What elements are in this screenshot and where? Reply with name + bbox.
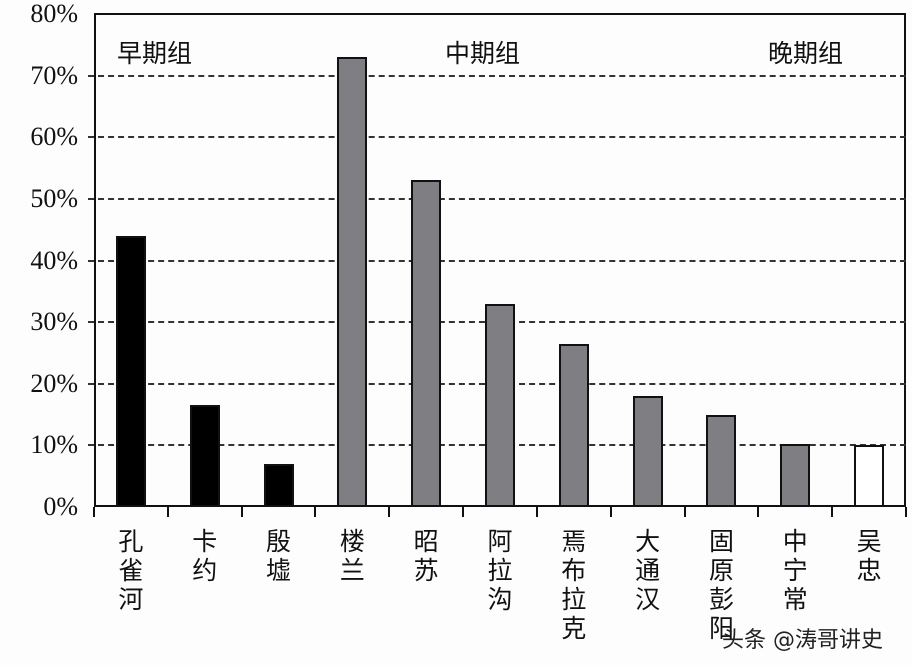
group-label-early: 早期组 [117,39,193,68]
y-tick-label: 30% [30,307,78,337]
x-tick-mark [388,507,391,517]
x-tick-label: 吴忠 [856,527,882,585]
y-tick-label: 20% [30,368,78,398]
x-tick-label: 焉布拉克 [561,527,587,643]
x-tick-mark [462,507,465,517]
x-tick-mark [683,507,686,517]
x-tick-mark [905,507,907,517]
gridline [88,197,906,200]
x-tick-mark [240,507,243,517]
y-tick-label: 0% [43,492,78,521]
bar [558,343,589,507]
bar [411,180,442,507]
gridline [88,74,906,77]
x-tick-mark [831,507,834,517]
group-label-late: 晚期组 [768,39,844,68]
x-tick-label: 楼兰 [339,527,365,585]
x-tick-mark [166,507,169,517]
y-tick-label: 40% [30,245,78,275]
x-tick-mark [609,507,612,517]
x-tick-mark [535,507,538,517]
y-tick-label: 60% [30,122,78,152]
bar [115,235,146,507]
y-tick-label: 50% [30,183,78,213]
x-tick-label: 殷墟 [266,527,292,585]
gridline [88,259,906,262]
bar [485,303,515,507]
x-tick-label: 孔雀河 [118,527,144,614]
y-tick-label: 10% [30,430,78,460]
bar [632,396,663,507]
bar [189,405,220,507]
x-tick-label: 阿拉沟 [487,527,513,614]
bar [263,463,294,507]
gridline [88,136,906,139]
y-tick-label: 80% [30,0,78,28]
x-tick-label: 昭苏 [413,527,439,585]
x-tick-label: 大通汉 [635,527,661,614]
bar [854,445,885,507]
x-tick-label: 固原彭阳 [708,527,734,643]
bar [780,444,811,507]
y-tick-label: 70% [30,60,78,90]
watermark: 头条 @涛哥讲史 [722,628,883,653]
x-tick-label: 中宁常 [782,527,808,614]
x-tick-mark [93,507,95,517]
x-tick-label: 卡约 [192,527,218,585]
bar [706,414,737,507]
x-tick-mark [314,507,317,517]
bar [337,57,368,507]
x-tick-mark [757,507,760,517]
group-label-mid: 中期组 [445,39,521,68]
